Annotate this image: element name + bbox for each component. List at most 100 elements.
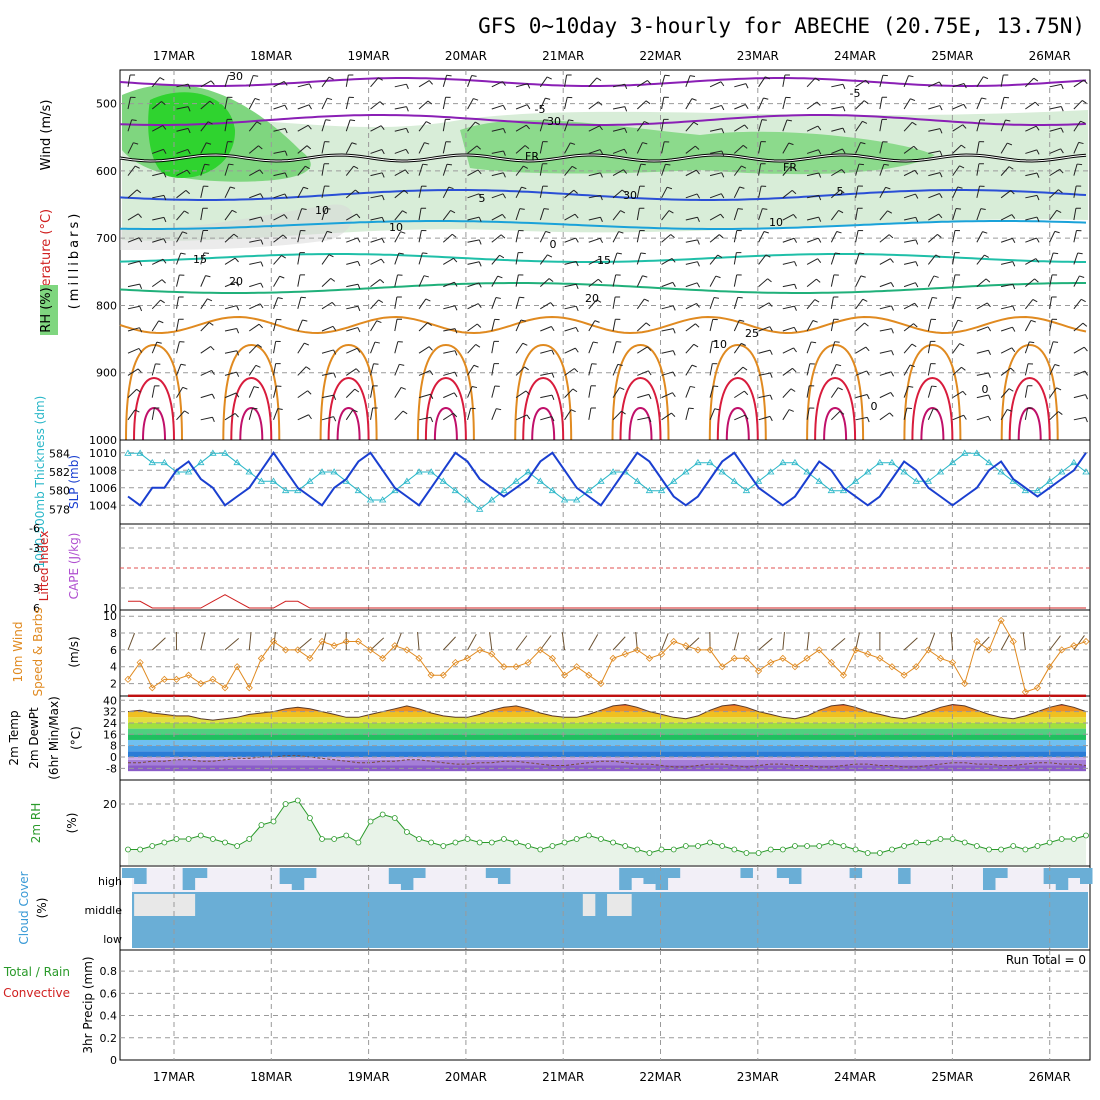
upper-wind-barb [661, 210, 670, 221]
contour-label-4: 10 [389, 221, 403, 234]
upper-wind-barb [127, 189, 138, 199]
upper-wind-barb [758, 394, 771, 399]
upper-wind-barb-tick [939, 172, 943, 178]
upper-wind-barb-tick [1030, 319, 1036, 323]
upper-wind-barb-tick [402, 410, 408, 415]
upper-wind-barb [806, 299, 816, 310]
rh2m-point [598, 836, 604, 842]
upper-wind-barb [636, 208, 640, 221]
upper-wind-barb-tick [131, 119, 137, 121]
upper-wind-barb-tick [522, 342, 528, 346]
cloud-mid-clear [134, 894, 147, 916]
upper-wind-barb-tick [236, 350, 240, 356]
upper-wind-barb [588, 149, 601, 154]
ytick-slp-yticks-2: 580 [49, 485, 70, 498]
wind10m-barb [539, 635, 552, 651]
upper-wind-barb [831, 189, 841, 199]
wind10m-point [694, 646, 702, 654]
upper-wind-barb [927, 363, 932, 376]
wind-ylabel-sub: Speed & Barbs [31, 608, 45, 697]
upper-wind-barb-tick [959, 343, 965, 347]
upper-wind-barb-tick [986, 302, 991, 308]
upper-wind-barb [1073, 79, 1085, 88]
wind10m-point [1021, 688, 1029, 696]
upper-wind-barb-tick [939, 150, 943, 156]
top-date-label-23MAR: 23MAR [737, 49, 779, 63]
upper-wind-barb [515, 252, 519, 265]
upper-wind-barb [394, 410, 404, 421]
upper-wind-barb-tick [228, 74, 234, 77]
contour-label-10: 25 [745, 327, 759, 340]
wind10m-point [379, 654, 387, 662]
upper-wind-barb-tick [915, 239, 919, 245]
upper-wind-barb-tick [721, 105, 725, 111]
upper-wind-barb [830, 387, 839, 398]
contour-40-day-5 [628, 406, 653, 441]
upper-wind-barb [976, 208, 982, 221]
upper-wind-barb [515, 124, 527, 132]
bottom-date-label-21MAR: 21MAR [542, 1070, 584, 1084]
upper-wind-barb-tick [350, 119, 356, 122]
thickness-point [997, 468, 1005, 475]
temp-color-band-9 [128, 717, 1086, 723]
cloud-ylabel-units: (%) [35, 898, 49, 919]
thickness-point [694, 458, 702, 466]
wind10m-barb [200, 632, 206, 651]
upper-wind-barb [782, 367, 793, 376]
thickness-point [560, 496, 569, 503]
upper-wind-barb-tick [691, 98, 697, 101]
upper-wind-barb [685, 302, 697, 310]
upper-wind-barb [1024, 299, 1034, 310]
upper-wind-barb-tick [619, 387, 625, 390]
thickness-point [1033, 486, 1042, 494]
ytick-slp-yticks-2: 1006 [89, 482, 117, 495]
wind10m-point [221, 684, 229, 692]
upper-wind-barb [661, 258, 673, 265]
upper-wind-barb-tick [211, 370, 215, 375]
upper-wind-barb [176, 83, 189, 88]
upper-wind-barb [345, 142, 353, 154]
upper-wind-barb-tick [1079, 275, 1085, 278]
contour-label-2: 5 [479, 192, 486, 205]
upper-wind-barb-tick [496, 408, 502, 411]
thickness-point [718, 468, 726, 475]
contour-40-day-6 [725, 406, 750, 441]
upper-wind-barb [370, 194, 383, 199]
thickness-point [354, 486, 363, 494]
upper-wind-barb [176, 341, 180, 354]
upper-wind-barb [782, 261, 795, 265]
upper-wind-barb-tick [915, 261, 919, 267]
upper-wind-barb [200, 230, 204, 243]
contour-40-day-8 [920, 406, 945, 441]
upper-wind-barb [1000, 237, 1013, 243]
upper-wind-barb [515, 208, 521, 221]
upper-wind-barb [709, 213, 721, 221]
thickness-point [767, 468, 775, 475]
upper-wind-barb [1000, 190, 1011, 199]
upper-wind-barb [903, 216, 916, 221]
contour-neg5 [119, 114, 1087, 126]
upper-wind-barb [418, 185, 423, 198]
upper-wind-barb [685, 169, 697, 177]
thickness-point [1058, 468, 1066, 475]
upper-wind-barb [200, 185, 204, 198]
upper-wind-barb [952, 297, 957, 309]
upper-wind-barb-tick [305, 165, 310, 170]
upper-wind-barb [151, 363, 156, 376]
upper-wind-barb-tick [207, 298, 213, 302]
upper-wind-barb-tick [793, 347, 797, 353]
upper-wind-barb-tick [475, 344, 481, 348]
upper-wind-barb-tick [400, 231, 406, 234]
upper-wind-barb [588, 341, 594, 354]
upper-wind-barb [515, 390, 527, 399]
upper-wind-barb-tick [1054, 364, 1060, 367]
contour-30-day-1 [222, 343, 281, 441]
upper-wind-barb [612, 83, 625, 88]
temp-color-band-10 [128, 711, 1086, 718]
upper-wind-barb [952, 414, 964, 421]
upper-wind-barb-tick [500, 234, 506, 239]
cloud-high-block [122, 868, 135, 878]
wind10m-point [439, 671, 447, 679]
upper-wind-barb [709, 275, 717, 287]
upper-wind-barb [1001, 283, 1013, 288]
